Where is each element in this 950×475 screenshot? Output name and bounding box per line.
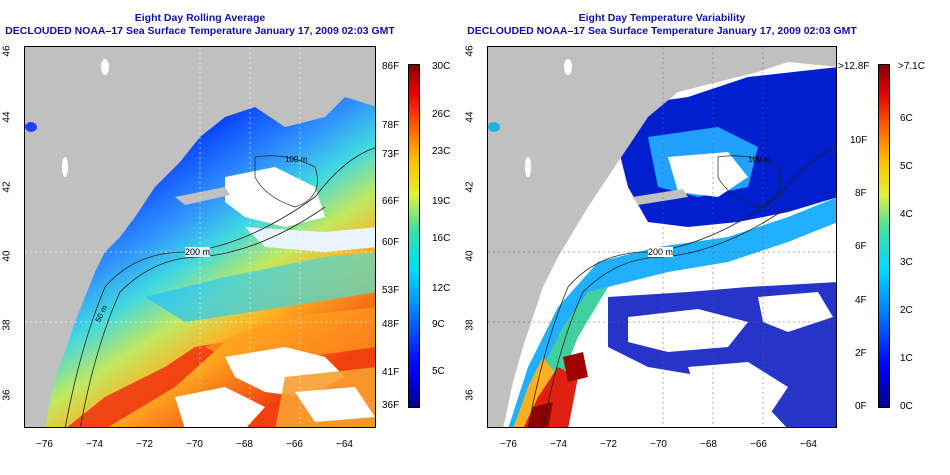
right-y-tick: 40 (464, 250, 476, 262)
right-cbar-f: 10F (850, 135, 868, 146)
right-cbar-c: 0C (900, 401, 913, 412)
left-cbar-c: 19C (432, 196, 451, 207)
right-cbar-c: 6C (900, 113, 913, 124)
right-map-plot[interactable]: 200 m 100 m (487, 46, 837, 428)
left-cbar-f: 86F (382, 61, 400, 72)
right-cbar-f: 0F (855, 401, 867, 412)
left-x-tick: −68 (236, 439, 253, 450)
right-contour-label-200m: 200 m (648, 247, 674, 257)
right-contour-label-100m: 100 m (748, 155, 771, 164)
right-x-tick: −76 (500, 439, 517, 450)
right-x-tick: −68 (700, 439, 717, 450)
left-cbar-f: 41F (382, 367, 400, 378)
left-y-tick: 40 (1, 250, 13, 262)
right-x-tick: −70 (650, 439, 667, 450)
right-cbar-f: 6F (855, 241, 867, 252)
left-y-tick: 36 (1, 389, 13, 401)
left-x-tick: −76 (36, 439, 53, 450)
left-title-line1: Eight Day Rolling Average (134, 12, 266, 24)
left-x-tick: −74 (86, 439, 103, 450)
right-x-tick: −64 (800, 439, 817, 450)
left-cbar-f: 36F (382, 400, 400, 411)
left-cbar-f: 53F (382, 285, 400, 296)
left-x-tick: −64 (336, 439, 353, 450)
right-y-tick: 36 (464, 389, 476, 401)
left-cbar-c: 30C (432, 61, 451, 72)
right-title-line2: DECLOUDED NOAA–17 Sea Surface Temperatur… (467, 25, 857, 37)
left-x-tick: −72 (136, 439, 153, 450)
right-cbar-f: 2F (855, 348, 867, 359)
left-map-plot[interactable]: 200 m 50 m 100 m (24, 46, 376, 428)
left-y-tick: 46 (1, 45, 13, 57)
left-cbar-c: 5C (432, 366, 445, 377)
left-cbar-f: 60F (382, 237, 400, 248)
left-contour-label-200m: 200 m (185, 247, 211, 257)
left-cbar-f: 48F (382, 319, 400, 330)
right-colorbar (878, 64, 890, 408)
right-cbar-f: >12.8F (838, 61, 870, 72)
left-cbar-c: 23C (432, 146, 451, 157)
left-x-tick: −66 (286, 439, 303, 450)
right-x-tick: −74 (550, 439, 567, 450)
right-cbar-f: 8F (855, 188, 867, 199)
left-title-line2: DECLOUDED NOAA–17 Sea Surface Temperatur… (5, 25, 395, 37)
right-cbar-c: 3C (900, 257, 913, 268)
left-cbar-c: 12C (432, 283, 451, 294)
right-y-tick: 42 (464, 181, 476, 193)
right-y-tick: 46 (464, 45, 476, 57)
left-y-tick: 42 (1, 181, 13, 193)
right-x-tick: −72 (600, 439, 617, 450)
left-contour-label-100m: 100 m (285, 155, 308, 164)
left-cbar-f: 78F (382, 120, 400, 131)
right-cbar-f: 4F (855, 295, 867, 306)
right-title-line1: Eight Day Temperature Variability (578, 12, 746, 24)
left-cbar-f: 66F (382, 196, 400, 207)
right-cbar-c: 5C (900, 161, 913, 172)
right-cbar-c: 4C (900, 209, 913, 220)
left-x-tick: −70 (186, 439, 203, 450)
right-cbar-c: 1C (900, 353, 913, 364)
right-x-tick: −66 (750, 439, 767, 450)
right-cbar-c: >7.1C (898, 61, 925, 72)
left-cbar-c: 16C (432, 233, 451, 244)
left-y-tick: 38 (1, 319, 13, 331)
left-y-tick: 44 (1, 111, 13, 123)
left-cbar-f: 73F (382, 149, 400, 160)
right-cbar-c: 2C (900, 305, 913, 316)
left-cbar-c: 9C (432, 319, 445, 330)
right-y-tick: 38 (464, 319, 476, 331)
right-y-tick: 44 (464, 111, 476, 123)
left-colorbar (408, 64, 420, 408)
left-cbar-c: 26C (432, 109, 451, 120)
